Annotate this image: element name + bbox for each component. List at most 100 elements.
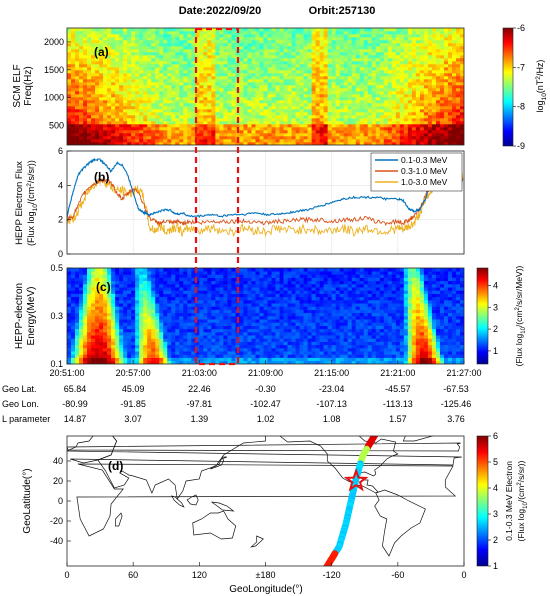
spec-a-cell (71, 136, 76, 140)
spec-c-cell (151, 322, 156, 326)
spec-a-cell (363, 106, 369, 110)
spec-a-cell (347, 121, 353, 125)
spec-c-cell (167, 277, 172, 282)
spec-c-cell (131, 296, 136, 301)
spec-a-cell (259, 70, 264, 74)
spec-a-cell (403, 70, 409, 74)
spec-c-cell (111, 322, 116, 326)
spec-a-cell (387, 73, 393, 77)
spec-a-cell (203, 115, 208, 119)
colorbar-tick-label: -7 (517, 62, 525, 72)
spec-a-cell (119, 28, 124, 32)
spec-a-cell (371, 85, 377, 89)
spec-a-cell (427, 112, 433, 116)
spec-a-cell (335, 40, 340, 44)
spec-c-cell (123, 335, 128, 339)
spec-c-cell (115, 360, 120, 364)
spec-c-cell (75, 312, 80, 317)
spec-a-cell (199, 109, 204, 113)
spec-a-cell (371, 103, 377, 107)
spec-a-cell (99, 28, 104, 32)
spec-a-cell (75, 106, 80, 110)
spec-a-cell (435, 76, 441, 80)
spec-a-cell (87, 133, 92, 137)
spec-a-cell (375, 76, 381, 80)
spec-c-cell (95, 319, 100, 323)
spec-a-cell (71, 73, 76, 77)
spec-a-cell (155, 37, 160, 41)
spec-c-cell (123, 338, 128, 342)
spec-a-cell (111, 52, 116, 56)
spec-c-cell (147, 293, 152, 298)
spec-c-cell (163, 357, 168, 362)
spec-c-cell (123, 344, 128, 349)
spec-a-cell (135, 121, 140, 125)
spec-a-cell (111, 88, 116, 92)
spec-a-cell (287, 139, 292, 143)
spec-c-cell (203, 300, 208, 304)
spec-a-cell (239, 37, 244, 41)
spec-c-cell (203, 271, 208, 275)
spec-c-cell (187, 322, 192, 326)
spec-a-cell (423, 85, 429, 89)
spec-c-cell (123, 319, 128, 323)
spec-a-cell (411, 85, 417, 89)
spec-a-cell (339, 40, 344, 44)
spec-a-cell (99, 91, 104, 95)
spec-c-cell (91, 360, 96, 364)
spec-c-cell (203, 316, 208, 320)
spec-a-cell (359, 115, 365, 119)
spec-a-cell (359, 103, 365, 107)
spec-c-cell (107, 271, 112, 275)
spec-a-cell (227, 31, 232, 35)
spec-a-cell (347, 34, 353, 38)
spec-a-cell (243, 40, 248, 44)
spec-c-cell (163, 309, 168, 314)
spec-a-cell (351, 31, 357, 35)
spec-a-cell (411, 28, 417, 32)
spec-a-cell (223, 118, 228, 122)
spec-a-cell (355, 28, 361, 32)
spec-a-cell (383, 109, 389, 113)
spec-a-cell (243, 106, 248, 110)
spec-c-cell (111, 335, 116, 339)
spec-a-cell (439, 136, 445, 140)
spec-a-cell (355, 127, 361, 131)
spec-c-cell (199, 309, 204, 314)
spec-a-cell (183, 37, 188, 41)
spec-a-cell (115, 85, 120, 89)
spec-a-cell (143, 139, 148, 143)
spec-a-cell (203, 82, 208, 86)
spec-c-cell (95, 325, 100, 330)
spec-a-cell (75, 76, 80, 80)
spec-a-cell (215, 55, 220, 59)
spec-c-cell (191, 348, 196, 352)
spec-c-cell (195, 357, 200, 362)
spec-a-cell (207, 97, 212, 101)
spec-a-cell (331, 121, 336, 125)
spec-a-cell (131, 82, 136, 86)
spec-a-cell (211, 70, 216, 74)
spec-a-cell (171, 133, 176, 137)
spec-c-cell (67, 303, 72, 307)
spec-a-cell (283, 142, 288, 145)
spec-a-cell (271, 34, 276, 38)
spec-a-cell (131, 67, 136, 71)
spec-a-cell (179, 94, 184, 98)
spec-a-cell (227, 73, 232, 77)
spec-a-cell (203, 67, 208, 71)
spec-a-cell (279, 31, 284, 35)
spec-a-cell (299, 58, 304, 62)
spec-a-cell (379, 103, 385, 107)
spec-c-cell (119, 332, 124, 336)
spec-a-cell (419, 133, 425, 137)
spec-c-cell (135, 344, 140, 349)
spec-c-cell (75, 322, 80, 326)
spec-a-cell (307, 70, 312, 74)
spec-c-cell (83, 319, 88, 323)
spec-c-cell (199, 280, 204, 285)
spec-a-cell (123, 97, 128, 101)
spec-a-cell (191, 91, 196, 95)
spec-a-cell (455, 130, 461, 134)
spec-c-cell (79, 322, 84, 326)
